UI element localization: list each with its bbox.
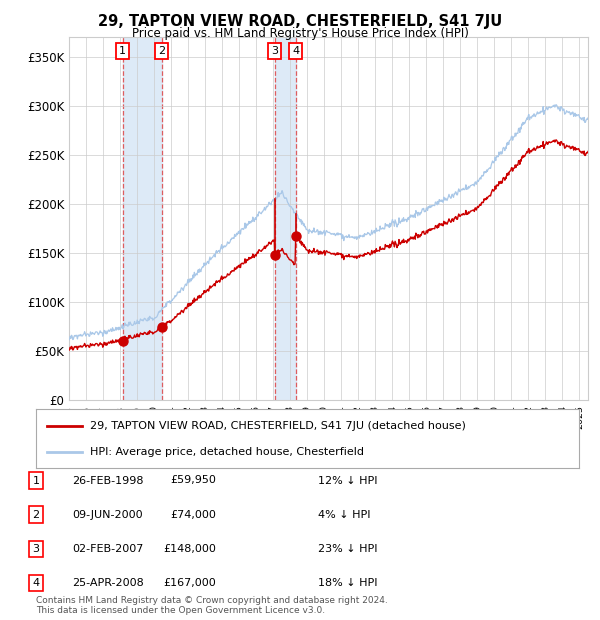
Text: £74,000: £74,000 <box>170 510 216 520</box>
Text: HPI: Average price, detached house, Chesterfield: HPI: Average price, detached house, Ches… <box>91 446 364 456</box>
HPI: Average price, detached house, Chesterfield: (2.02e+03, 2.69e+05): Average price, detached house, Chesterfi… <box>512 132 520 140</box>
Text: 2: 2 <box>32 510 40 520</box>
HPI: Average price, detached house, Chesterfield: (2.01e+03, 1.81e+05): Average price, detached house, Chesterfi… <box>396 218 403 226</box>
Bar <box>275 37 296 400</box>
Text: 4: 4 <box>292 46 299 56</box>
HPI: Average price, detached house, Chesterfield: (2e+03, 6.86e+04): Average price, detached house, Chesterfi… <box>97 329 104 337</box>
Text: 3: 3 <box>32 544 40 554</box>
29, TAPTON VIEW ROAD, CHESTERFIELD, S41 7JU (detached house) <box>380 246 388 253</box>
Text: Contains HM Land Registry data © Crown copyright and database right 2024.
This d: Contains HM Land Registry data © Crown c… <box>36 596 388 615</box>
Line: HPI: Average price, detached house, Chesterfield: HPI: Average price, detached house, Ches… <box>69 105 588 340</box>
Text: 26-FEB-1998: 26-FEB-1998 <box>72 476 143 485</box>
Text: 1: 1 <box>119 46 126 56</box>
29, TAPTON VIEW ROAD, CHESTERFIELD, S41 7JU (detached house) <box>97 340 104 348</box>
HPI: Average price, detached house, Chesterfield: (2.02e+03, 3.01e+05): Average price, detached house, Chesterfi… <box>553 101 560 108</box>
Line: 29, TAPTON VIEW ROAD, CHESTERFIELD, S41 7JU (detached house): 29, TAPTON VIEW ROAD, CHESTERFIELD, S41 … <box>69 140 588 350</box>
HPI: Average price, detached house, Chesterfield: (2.01e+03, 1.68e+05): Average price, detached house, Chesterfi… <box>367 232 374 239</box>
Text: 18% ↓ HPI: 18% ↓ HPI <box>318 578 377 588</box>
29, TAPTON VIEW ROAD, CHESTERFIELD, S41 7JU (detached house) <box>367 251 374 259</box>
Text: 4: 4 <box>32 578 40 588</box>
Text: 29, TAPTON VIEW ROAD, CHESTERFIELD, S41 7JU: 29, TAPTON VIEW ROAD, CHESTERFIELD, S41 … <box>98 14 502 29</box>
29, TAPTON VIEW ROAD, CHESTERFIELD, S41 7JU (detached house) <box>512 164 520 171</box>
Text: £167,000: £167,000 <box>163 578 216 588</box>
HPI: Average price, detached house, Chesterfield: (2.02e+03, 2.14e+05): Average price, detached house, Chesterfi… <box>459 186 466 193</box>
Text: 4% ↓ HPI: 4% ↓ HPI <box>318 510 371 520</box>
Text: 25-APR-2008: 25-APR-2008 <box>72 578 144 588</box>
Text: 02-FEB-2007: 02-FEB-2007 <box>72 544 143 554</box>
Text: 29, TAPTON VIEW ROAD, CHESTERFIELD, S41 7JU (detached house): 29, TAPTON VIEW ROAD, CHESTERFIELD, S41 … <box>91 421 466 431</box>
29, TAPTON VIEW ROAD, CHESTERFIELD, S41 7JU (detached house) <box>584 148 592 155</box>
Text: 2: 2 <box>158 46 165 56</box>
Text: £148,000: £148,000 <box>163 544 216 554</box>
Text: 1: 1 <box>32 476 40 485</box>
Text: Price paid vs. HM Land Registry's House Price Index (HPI): Price paid vs. HM Land Registry's House … <box>131 27 469 40</box>
29, TAPTON VIEW ROAD, CHESTERFIELD, S41 7JU (detached house) <box>65 347 73 354</box>
HPI: Average price, detached house, Chesterfield: (2e+03, 6.12e+04): Average price, detached house, Chesterfi… <box>65 336 73 343</box>
Text: 23% ↓ HPI: 23% ↓ HPI <box>318 544 377 554</box>
Text: 12% ↓ HPI: 12% ↓ HPI <box>318 476 377 485</box>
Bar <box>122 37 161 400</box>
29, TAPTON VIEW ROAD, CHESTERFIELD, S41 7JU (detached house) <box>553 136 560 144</box>
HPI: Average price, detached house, Chesterfield: (2.03e+03, 2.88e+05): Average price, detached house, Chesterfi… <box>584 114 592 122</box>
Text: £59,950: £59,950 <box>170 476 216 485</box>
29, TAPTON VIEW ROAD, CHESTERFIELD, S41 7JU (detached house) <box>459 211 466 219</box>
29, TAPTON VIEW ROAD, CHESTERFIELD, S41 7JU (detached house) <box>396 239 403 247</box>
Text: 09-JUN-2000: 09-JUN-2000 <box>72 510 143 520</box>
Text: 3: 3 <box>271 46 278 56</box>
HPI: Average price, detached house, Chesterfield: (2.01e+03, 1.74e+05): Average price, detached house, Chesterfi… <box>380 225 388 232</box>
